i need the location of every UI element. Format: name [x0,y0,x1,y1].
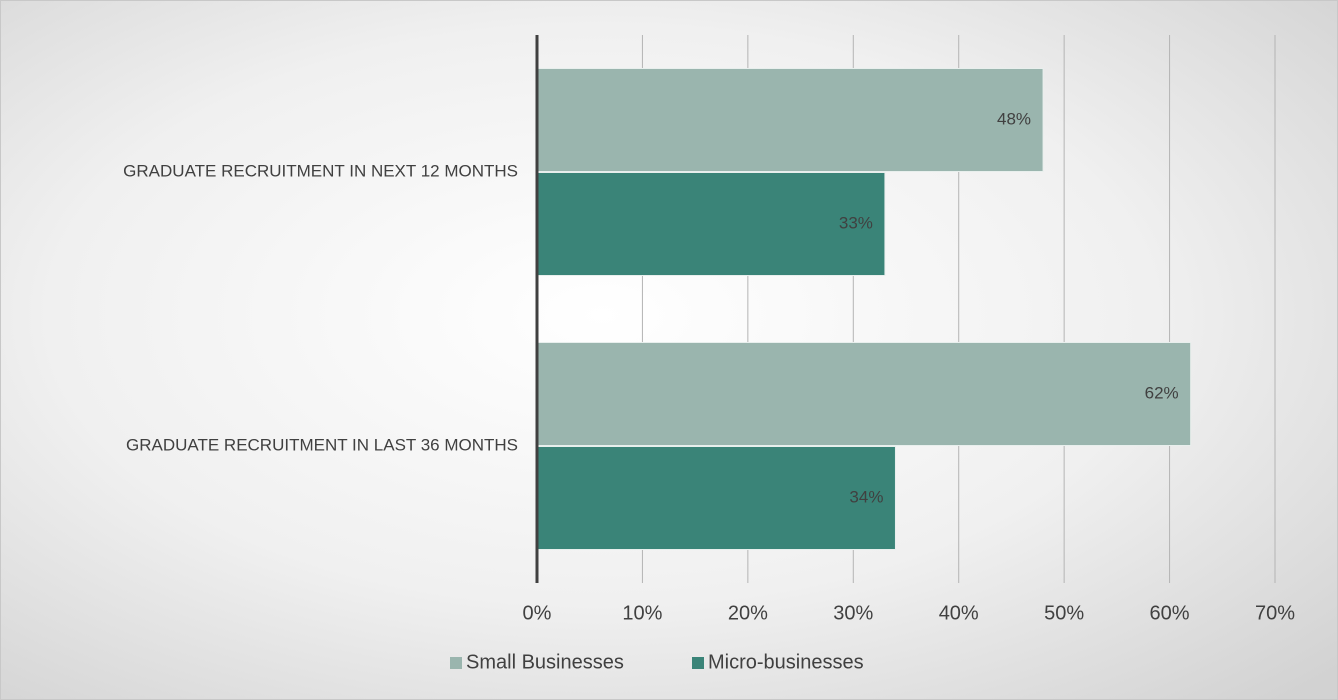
x-tick-label: 50% [1044,602,1084,624]
y-tick-label: GRADUATE RECRUITMENT IN NEXT 12 MONTHS [123,161,518,180]
legend-label: Small Businesses [466,651,624,673]
data-label: 33% [839,213,873,232]
bar [536,446,896,550]
legend-label: Micro-businesses [708,651,864,673]
x-tick-label: 10% [622,602,662,624]
legend-swatch [450,657,462,669]
x-tick-label: 0% [523,602,552,624]
data-label: 34% [849,487,883,506]
x-tick-label: 30% [833,602,873,624]
x-tick-label: 70% [1255,602,1295,624]
bar [536,172,886,276]
x-tick-label: 20% [728,602,768,624]
x-tick-label: 60% [1150,602,1190,624]
bar [536,68,1044,172]
bar [536,342,1192,446]
y-tick-label: GRADUATE RECRUITMENT IN LAST 36 MONTHS [126,435,518,454]
data-label: 62% [1145,383,1179,402]
x-tick-label: 40% [939,602,979,624]
legend-swatch [692,657,704,669]
data-label: 48% [997,109,1031,128]
